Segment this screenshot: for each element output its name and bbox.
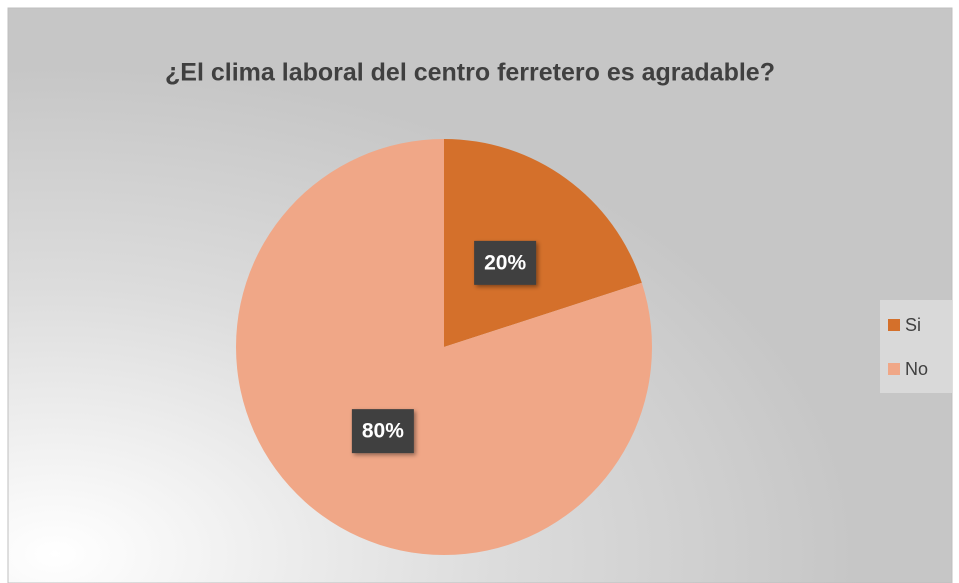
pie-slice	[236, 139, 653, 556]
legend-label: Si	[905, 315, 921, 335]
chart-title: ¿El clima laboral del centro ferretero e…	[165, 59, 775, 87]
data-label-box	[351, 409, 414, 454]
legend-label: No	[905, 359, 928, 379]
legend-swatch	[888, 363, 900, 375]
data-label: 80%	[362, 420, 404, 443]
legend-box	[880, 300, 952, 393]
data-label: 20%	[484, 251, 526, 274]
data-label-box	[474, 240, 537, 285]
pie-slice	[444, 139, 642, 347]
legend-swatch	[888, 319, 900, 331]
